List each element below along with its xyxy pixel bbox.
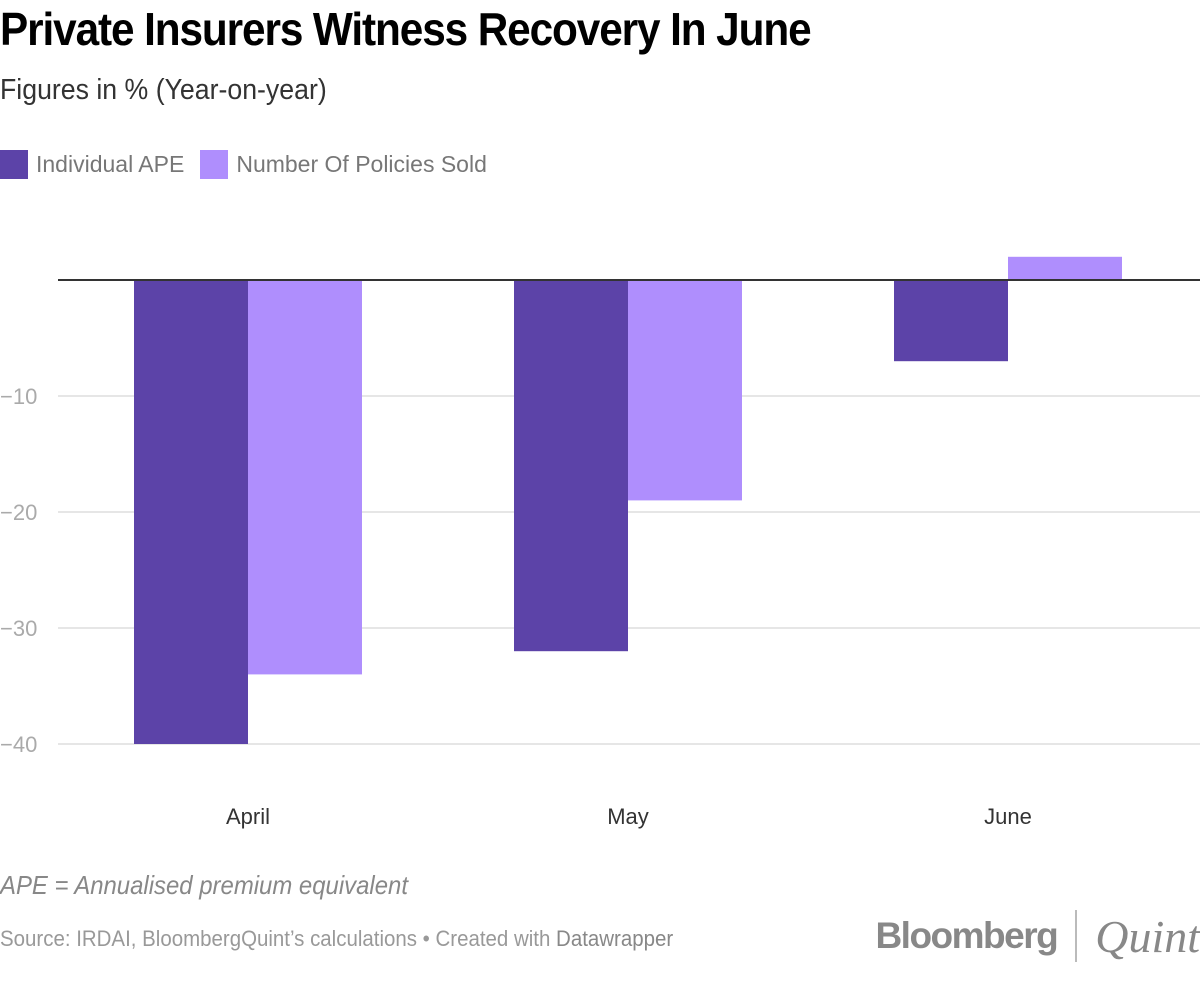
y-tick-label: −20 <box>0 500 37 525</box>
chart-subtitle: Figures in % (Year-on-year) <box>0 74 327 106</box>
legend: Individual APE Number Of Policies Sold <box>0 150 503 179</box>
bar-april-number-of-policies-sold[interactable] <box>248 280 362 675</box>
y-tick-label: −10 <box>0 384 37 409</box>
logo-divider <box>1075 910 1078 962</box>
x-tick-label-may: May <box>607 804 649 829</box>
bars <box>134 256 1122 744</box>
chart-title: Private Insurers Witness Recovery In Jun… <box>0 3 812 55</box>
bloombergquint-logo: Bloomberg Quint <box>875 908 1200 964</box>
legend-item-individual-ape: Individual APE <box>0 150 184 179</box>
legend-item-policies-sold: Number Of Policies Sold <box>200 150 487 179</box>
bar-april-individual-ape[interactable] <box>134 280 248 744</box>
x-tick-label-june: June <box>984 804 1032 829</box>
logo-bloomberg: Bloomberg <box>875 915 1058 956</box>
bar-may-number-of-policies-sold[interactable] <box>628 280 742 501</box>
legend-swatch-policies-sold <box>200 150 229 179</box>
legend-label-policies-sold: Number Of Policies Sold <box>236 151 487 177</box>
y-tick-label: −30 <box>0 616 37 641</box>
datawrapper-link[interactable]: Datawrapper <box>556 926 674 951</box>
y-axis-labels: −10 −20 −30 −40 <box>0 384 37 757</box>
bar-june-number-of-policies-sold[interactable] <box>1008 256 1122 280</box>
logo-quint: Quint <box>1095 910 1200 962</box>
bar-june-individual-ape[interactable] <box>894 280 1008 362</box>
legend-swatch-individual-ape <box>0 150 28 179</box>
x-axis-labels: April May June <box>226 804 1032 829</box>
bar-may-individual-ape[interactable] <box>514 280 628 652</box>
footnote: APE = Annualised premium equivalent <box>0 870 408 900</box>
bar-chart: −10 −20 −30 −40 April May June <box>0 256 1200 829</box>
y-tick-label: −40 <box>0 732 37 757</box>
x-tick-label-april: April <box>226 804 270 829</box>
legend-label-individual-ape: Individual APE <box>36 151 185 177</box>
source-line: Source: IRDAI, BloombergQuint’s calculat… <box>0 926 673 952</box>
source-text: Source: IRDAI, BloombergQuint’s calculat… <box>0 926 557 951</box>
